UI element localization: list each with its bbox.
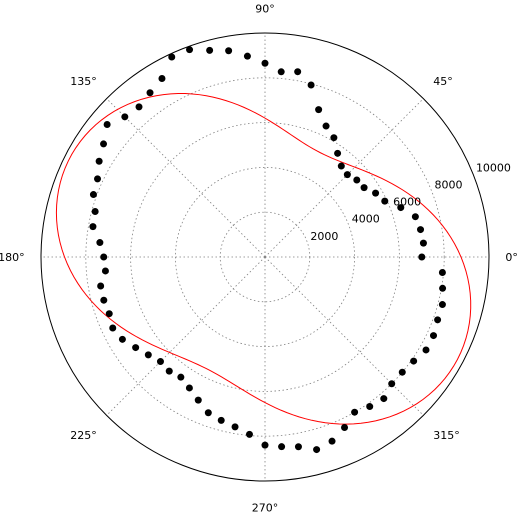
data-point-215: [132, 344, 139, 351]
data-point-120: [158, 75, 165, 82]
data-point-330: [423, 346, 430, 353]
data-point-190: [97, 282, 104, 289]
data-point-135: [121, 113, 128, 120]
angle-tick-label-90: 90°: [255, 3, 275, 16]
radial-tick-label-8000: 8000: [435, 178, 463, 191]
data-point-95: [244, 53, 251, 60]
data-point-245: [195, 397, 202, 404]
data-point-325: [410, 358, 417, 365]
data-point-200: [106, 310, 113, 317]
data-point-90: [262, 60, 269, 67]
data-point-230: [166, 368, 173, 375]
data-point-275: [278, 443, 285, 450]
data-point-10: [417, 226, 424, 233]
data-point-35: [361, 184, 368, 191]
data-point-220: [145, 351, 152, 358]
data-point-280: [295, 443, 302, 450]
data-point-40: [353, 176, 360, 183]
data-point-355: [439, 269, 446, 276]
data-point-310: [380, 395, 387, 402]
angle-tick-label-225: 225°: [70, 429, 97, 442]
data-point-100: [225, 47, 232, 54]
angular-grid-line-315: [265, 257, 423, 415]
data-point-125: [147, 89, 154, 96]
data-point-60: [330, 134, 337, 141]
data-point-45: [344, 171, 351, 178]
data-point-140: [104, 121, 111, 128]
data-points: [89, 46, 446, 453]
fit-curve: [56, 94, 470, 425]
radial-tick-label-6000: 6000: [393, 196, 421, 209]
data-point-185: [102, 267, 109, 274]
data-point-50: [338, 163, 345, 170]
data-point-315: [388, 380, 395, 387]
data-point-240: [186, 384, 193, 391]
data-point-350: [439, 285, 446, 292]
data-point-165: [92, 208, 99, 215]
data-point-75: [308, 81, 315, 88]
data-point-305: [366, 403, 373, 410]
data-point-285: [313, 446, 320, 453]
data-point-105: [206, 47, 213, 54]
angle-tick-label-0: 0°: [505, 251, 518, 264]
angular-grid-line-135: [107, 99, 265, 257]
data-point-65: [323, 123, 330, 130]
data-point-110: [186, 46, 193, 53]
data-point-340: [434, 316, 441, 323]
data-point-155: [94, 175, 101, 182]
data-point-250: [205, 409, 212, 416]
data-point-225: [157, 358, 164, 365]
data-point-235: [177, 374, 184, 381]
data-point-0: [418, 254, 425, 261]
data-point-270: [262, 442, 269, 449]
data-point-115: [168, 54, 175, 61]
angle-tick-label-270: 270°: [252, 501, 279, 514]
data-point-255: [218, 417, 225, 424]
data-point-145: [100, 140, 107, 147]
data-point-130: [136, 103, 143, 110]
data-point-300: [351, 409, 358, 416]
data-point-180: [100, 254, 107, 261]
data-point-205: [109, 324, 116, 331]
fit-curve-layer: [56, 94, 470, 425]
data-point-335: [430, 332, 437, 339]
radial-tick-label-2000: 2000: [310, 230, 338, 243]
data-point-5: [420, 240, 427, 247]
data-point-345: [439, 301, 446, 308]
angle-tick-label-135: 135°: [70, 75, 97, 88]
angle-tick-label-315: 315°: [433, 429, 460, 442]
data-point-295: [341, 424, 348, 431]
data-point-195: [100, 297, 107, 304]
angle-tick-label-180: 180°: [0, 251, 25, 264]
data-point-80: [294, 68, 301, 75]
data-point-265: [246, 431, 253, 438]
data-point-320: [399, 369, 406, 376]
data-point-290: [329, 438, 336, 445]
tick-labels: 0° 45° 90° 135° 180° 225° 270° 315° 2000 4000 6000…: [0, 3, 518, 515]
angular-grid-line-45: [265, 99, 423, 257]
data-point-160: [90, 191, 97, 198]
data-point-70: [315, 106, 322, 113]
data-point-25: [381, 198, 388, 205]
data-point-175: [96, 239, 103, 246]
data-point-150: [96, 158, 103, 165]
data-point-85: [278, 68, 285, 75]
data-point-260: [232, 423, 239, 430]
radial-tick-label-4000: 4000: [352, 213, 380, 226]
data-point-15: [412, 213, 419, 220]
data-point-170: [89, 223, 96, 230]
data-point-30: [372, 190, 379, 197]
angular-grid-line-225: [107, 257, 265, 415]
radial-tick-label-10000: 10000: [476, 161, 511, 174]
data-point-55: [334, 150, 341, 157]
data-point-210: [119, 336, 126, 343]
angle-tick-label-45: 45°: [433, 75, 453, 88]
